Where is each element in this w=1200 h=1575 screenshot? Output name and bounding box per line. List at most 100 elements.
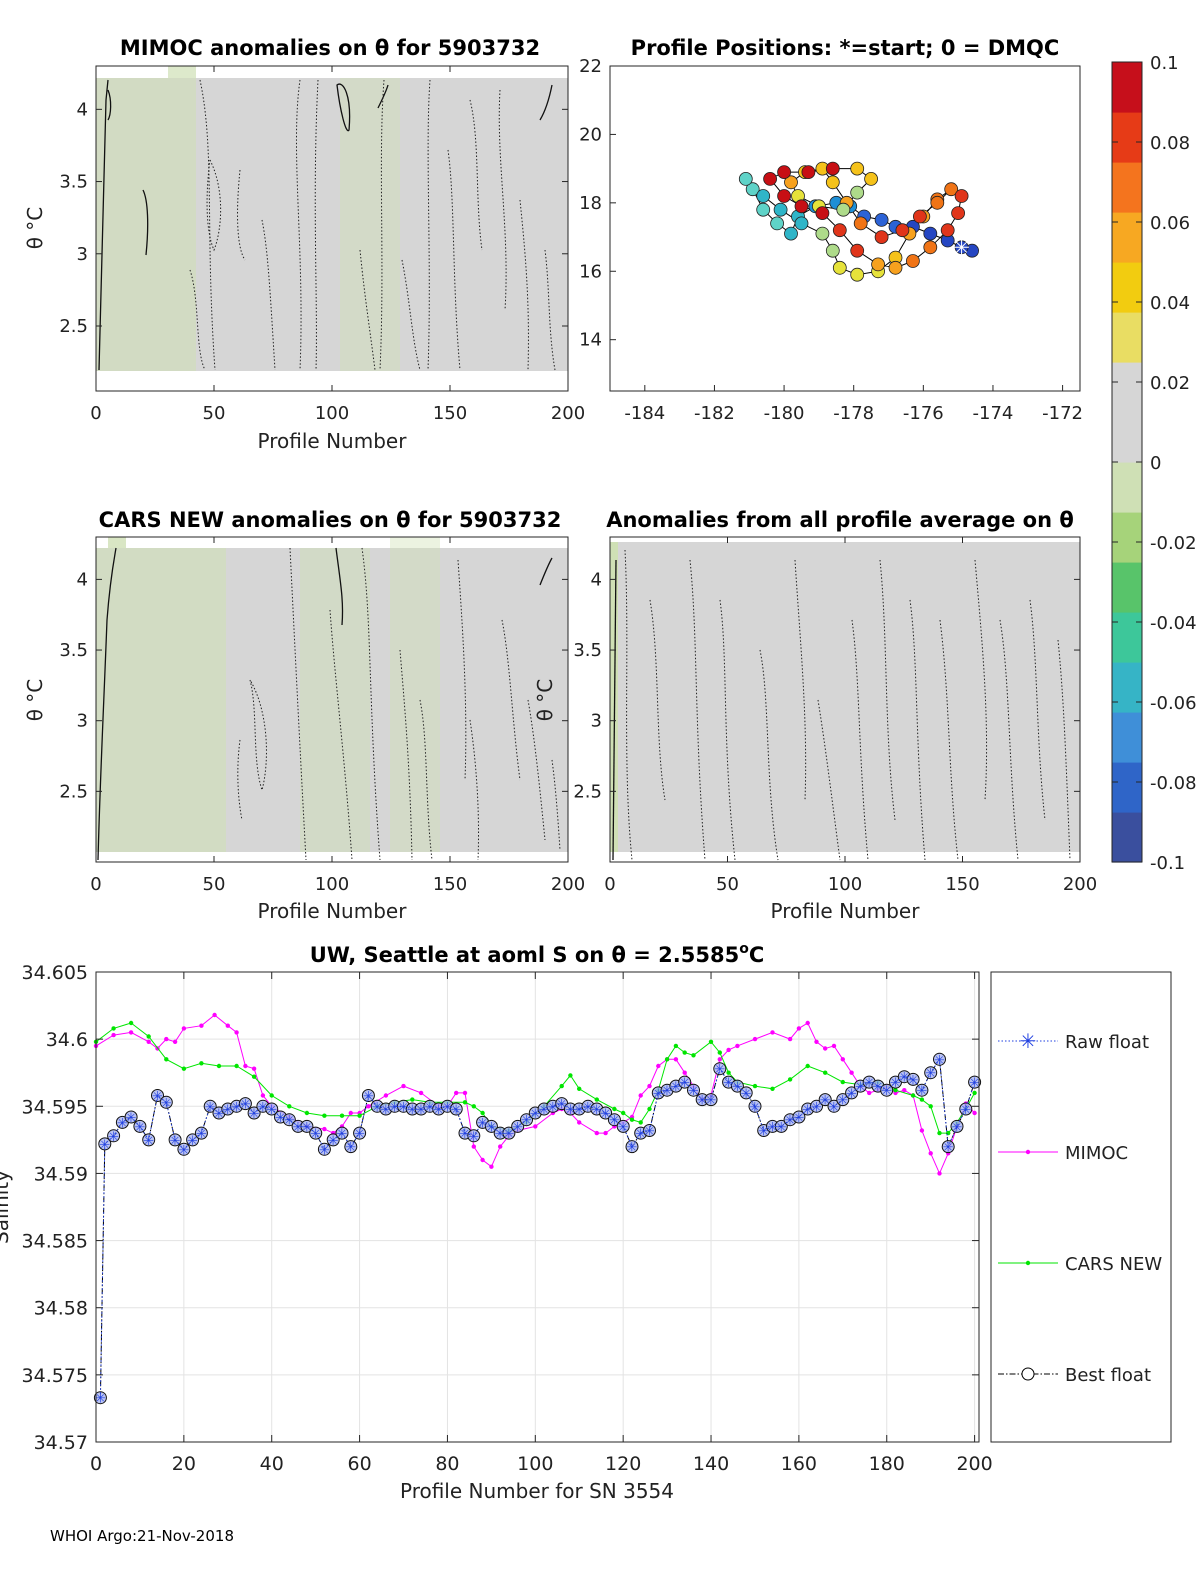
colorbar-tick-label: 0.1 xyxy=(1150,53,1179,74)
point-raw-float: ✳ xyxy=(635,1127,646,1142)
point-mimoc xyxy=(867,1090,872,1096)
point-raw-float: ✳ xyxy=(275,1111,286,1126)
point-raw-float: ✳ xyxy=(591,1103,602,1118)
point-raw-float: ✳ xyxy=(99,1138,110,1153)
point-mimoc xyxy=(251,1066,257,1071)
y-tick-label: 14 xyxy=(579,330,602,351)
point-raw-float: ✳ xyxy=(328,1134,339,1149)
point-mimoc xyxy=(181,1026,187,1031)
profile-position-marker xyxy=(874,212,889,227)
colorbar-tick-label: 0.06 xyxy=(1150,213,1190,234)
mimoc-dotted-contours xyxy=(189,79,556,371)
cars-xlabel: Profile Number xyxy=(258,899,408,923)
point-cars-new xyxy=(128,1020,134,1026)
x-tick-label: 100 xyxy=(517,1453,553,1475)
point-best-float xyxy=(98,1137,112,1151)
profile-position-marker xyxy=(815,206,830,221)
x-tick-label: 0 xyxy=(90,403,101,424)
point-best-float xyxy=(739,1086,753,1100)
point-raw-float: ✳ xyxy=(670,1080,681,1095)
point-raw-float: ✳ xyxy=(389,1100,400,1115)
point-raw-float: ✳ xyxy=(214,1107,225,1122)
colorbar-tick-label: 0.04 xyxy=(1150,293,1190,314)
point-raw-float: ✳ xyxy=(618,1120,629,1135)
profile-position-marker xyxy=(864,171,878,186)
point-raw-float: ✳ xyxy=(776,1120,787,1135)
point-cars-new xyxy=(304,1110,310,1116)
point-cars-new xyxy=(840,1079,845,1085)
colorbar-segment xyxy=(1112,62,1142,113)
cars-green-band xyxy=(96,548,226,852)
point-mimoc xyxy=(383,1093,389,1098)
point-mimoc xyxy=(682,1070,687,1075)
point-raw-float: ✳ xyxy=(503,1127,514,1142)
point-best-float xyxy=(607,1113,621,1127)
point-best-float xyxy=(361,1089,375,1102)
point-mimoc xyxy=(937,1171,942,1176)
x-tick-label: -178 xyxy=(833,403,874,424)
point-cars-new xyxy=(594,1097,599,1102)
point-raw-float: ✳ xyxy=(609,1114,620,1129)
point-raw-float: ✳ xyxy=(266,1103,277,1118)
allavg-field xyxy=(610,542,1080,852)
point-mimoc xyxy=(462,1090,468,1096)
colorbar-tick-label: 0.08 xyxy=(1150,133,1190,154)
y-tick-label: 34.605 xyxy=(22,962,88,984)
x-tick-label: 200 xyxy=(1063,874,1097,895)
point-cars-new xyxy=(251,1074,257,1079)
legend-item-cars: CARS NEW xyxy=(998,1254,1162,1275)
salinity-ticks: 0 20 40 60 80 100 120 140 160 180 200 34.605 34.6 34.… xyxy=(22,962,993,1475)
y-tick-label: 2.5 xyxy=(59,781,88,802)
point-mimoc xyxy=(366,1104,371,1109)
point-mimoc xyxy=(972,1110,977,1116)
point-best-float xyxy=(335,1126,349,1140)
point-mimoc xyxy=(454,1090,459,1096)
point-best-float xyxy=(687,1083,700,1097)
point-best-float xyxy=(511,1119,525,1133)
cars-contour xyxy=(97,547,117,861)
legend-item-raw: ✳ Raw float xyxy=(998,1029,1149,1053)
point-mimoc xyxy=(212,1012,217,1018)
x-tick-label: 40 xyxy=(260,1453,284,1475)
point-raw-float: ✳ xyxy=(108,1130,119,1145)
point-cars-new xyxy=(322,1113,327,1118)
legend-item-mimoc: MIMOC xyxy=(998,1143,1128,1164)
point-raw-float: ✳ xyxy=(95,1392,106,1407)
point-mimoc xyxy=(401,1083,406,1089)
profile-position-marker xyxy=(850,243,865,258)
point-raw-float: ✳ xyxy=(556,1098,567,1113)
point-raw-float: ✳ xyxy=(960,1103,971,1118)
point-raw-float: ✳ xyxy=(416,1103,427,1118)
point-mimoc xyxy=(498,1144,503,1149)
profile-position-marker xyxy=(930,195,945,210)
point-mimoc xyxy=(919,1128,925,1133)
y-tick-label: 20 xyxy=(579,124,602,145)
point-raw-float: ✳ xyxy=(117,1116,128,1131)
point-raw-float: ✳ xyxy=(301,1120,312,1135)
mimoc-contour xyxy=(107,89,112,121)
point-mimoc xyxy=(418,1090,424,1096)
point-raw-float: ✳ xyxy=(732,1080,743,1095)
point-cars-new xyxy=(673,1043,679,1049)
point-mimoc xyxy=(260,1093,266,1098)
point-cars-new xyxy=(691,1053,696,1058)
cars-dotted-contours xyxy=(237,547,561,861)
point-mimoc xyxy=(787,1036,793,1042)
point-best-float xyxy=(827,1099,841,1113)
colorbar-segment xyxy=(1112,212,1142,263)
x-tick-label: 150 xyxy=(945,874,979,895)
x-tick-label: 100 xyxy=(828,874,862,895)
point-raw-float: ✳ xyxy=(758,1125,769,1140)
cars-green-band xyxy=(300,548,370,852)
point-best-float xyxy=(449,1102,463,1116)
x-tick-label: 120 xyxy=(605,1453,641,1475)
point-raw-float: ✳ xyxy=(706,1094,717,1109)
y-tick-label: 18 xyxy=(579,193,602,214)
profile-position-marker xyxy=(954,189,969,203)
point-mimoc xyxy=(752,1036,758,1042)
profile-position-marker xyxy=(850,267,865,282)
y-tick-label: 4 xyxy=(77,99,88,120)
point-mimoc xyxy=(814,1039,819,1045)
point-best-float xyxy=(748,1099,762,1113)
